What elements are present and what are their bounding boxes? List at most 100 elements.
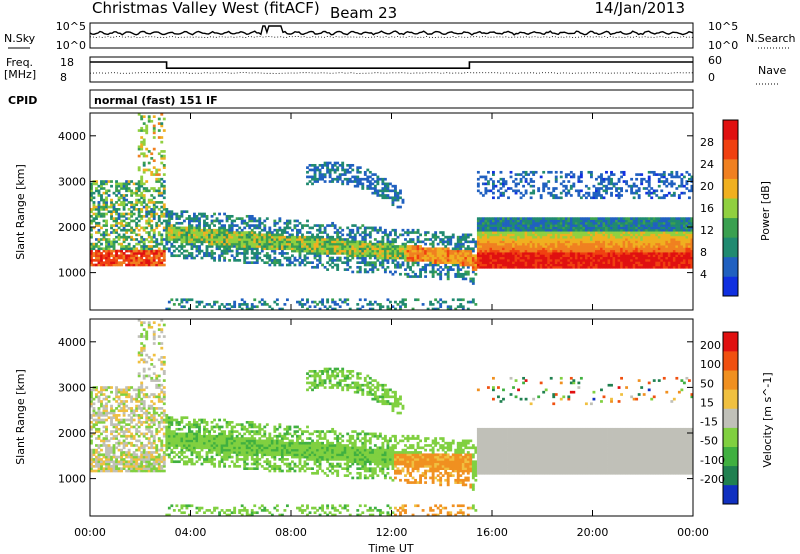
power-cell	[645, 249, 649, 253]
power-cell	[172, 228, 176, 232]
power-cell	[595, 187, 598, 190]
power-cell	[152, 189, 156, 193]
power-cell	[90, 221, 93, 225]
power-cell	[182, 245, 186, 248]
power-cell	[421, 249, 425, 253]
power-cell	[419, 270, 422, 274]
power-cell	[195, 238, 199, 241]
power-cell	[291, 249, 294, 253]
power-cell	[376, 247, 380, 251]
power-cell	[213, 219, 216, 223]
power-cell	[218, 307, 221, 311]
power-cell	[386, 245, 390, 248]
power-cell	[381, 259, 385, 262]
power-cell	[213, 224, 216, 227]
power-cell	[605, 228, 608, 232]
power-cell	[517, 261, 520, 264]
power-cell	[336, 235, 340, 239]
power-cell	[306, 300, 309, 304]
power-cell	[388, 245, 392, 248]
power-cell	[288, 221, 292, 225]
power-cell	[677, 175, 681, 179]
power-cell	[250, 217, 254, 220]
power-cell	[660, 252, 664, 255]
power-cell	[655, 228, 659, 232]
power-cell	[140, 184, 144, 188]
power-cell	[220, 233, 224, 237]
power-cell	[446, 240, 450, 244]
power-cell	[255, 256, 259, 260]
power-cell	[494, 242, 498, 246]
power-cell	[388, 233, 392, 237]
power-cell	[373, 189, 377, 193]
power-cell	[635, 228, 639, 232]
power-cell	[517, 226, 520, 230]
power-cell	[198, 245, 201, 248]
power-cell	[182, 210, 186, 214]
power-cell	[552, 238, 556, 241]
power-cell	[675, 245, 679, 248]
power-cell	[323, 226, 327, 230]
power-cell	[323, 231, 327, 234]
power-cell	[607, 233, 611, 237]
power-cell	[414, 259, 417, 262]
power-cell	[424, 265, 428, 269]
power-cell	[615, 217, 618, 220]
power-cell	[554, 228, 558, 232]
power-cell	[557, 245, 561, 248]
power-cell	[152, 126, 156, 130]
power-cell	[625, 231, 629, 234]
power-cell	[564, 231, 568, 234]
power-cell	[547, 233, 551, 237]
power-cell	[484, 233, 488, 237]
power-cell	[617, 235, 621, 239]
power-cell	[577, 228, 581, 232]
power-cell	[213, 303, 216, 306]
power-cell	[351, 168, 355, 172]
power-cell	[306, 298, 309, 302]
power-cell	[404, 268, 407, 271]
nsky-tick-top: 10^5	[56, 20, 86, 33]
power-cell	[567, 247, 571, 251]
power-cell	[652, 235, 656, 239]
power-cell	[147, 212, 151, 216]
power-cell	[642, 228, 646, 232]
power-cell	[542, 235, 546, 239]
power-cell	[140, 194, 144, 197]
power-cell	[394, 307, 397, 311]
power-cell	[456, 272, 460, 276]
power-cell	[527, 265, 531, 269]
power-cell	[122, 247, 126, 251]
power-cell	[617, 191, 621, 195]
power-cell	[534, 254, 538, 258]
power-cell	[529, 261, 533, 264]
power-cell	[348, 252, 352, 255]
power-cell	[220, 242, 224, 246]
power-cell	[187, 228, 191, 232]
power-cell	[567, 261, 571, 264]
power-cell	[308, 247, 312, 251]
power-cell	[260, 233, 264, 237]
power-cell	[142, 240, 146, 244]
cpid-frame	[89, 89, 694, 109]
power-cell	[657, 180, 661, 183]
power-cell	[180, 210, 184, 214]
power-cell	[132, 231, 136, 234]
power-cell	[318, 242, 322, 246]
power-cell	[660, 235, 664, 239]
power-cell	[298, 254, 302, 258]
power-cell	[572, 263, 576, 267]
power-cell	[421, 303, 425, 306]
power-cell	[401, 247, 405, 251]
power-cell	[589, 219, 593, 223]
power-cell	[486, 256, 490, 260]
power-cell	[160, 242, 164, 246]
power-cell	[512, 254, 515, 258]
power-cell	[499, 240, 503, 244]
power-cell	[479, 219, 483, 223]
power-cell	[461, 238, 465, 241]
power-cell	[120, 182, 124, 186]
power-cell	[180, 228, 184, 232]
power-cell	[333, 240, 337, 244]
power-cell	[215, 240, 219, 244]
